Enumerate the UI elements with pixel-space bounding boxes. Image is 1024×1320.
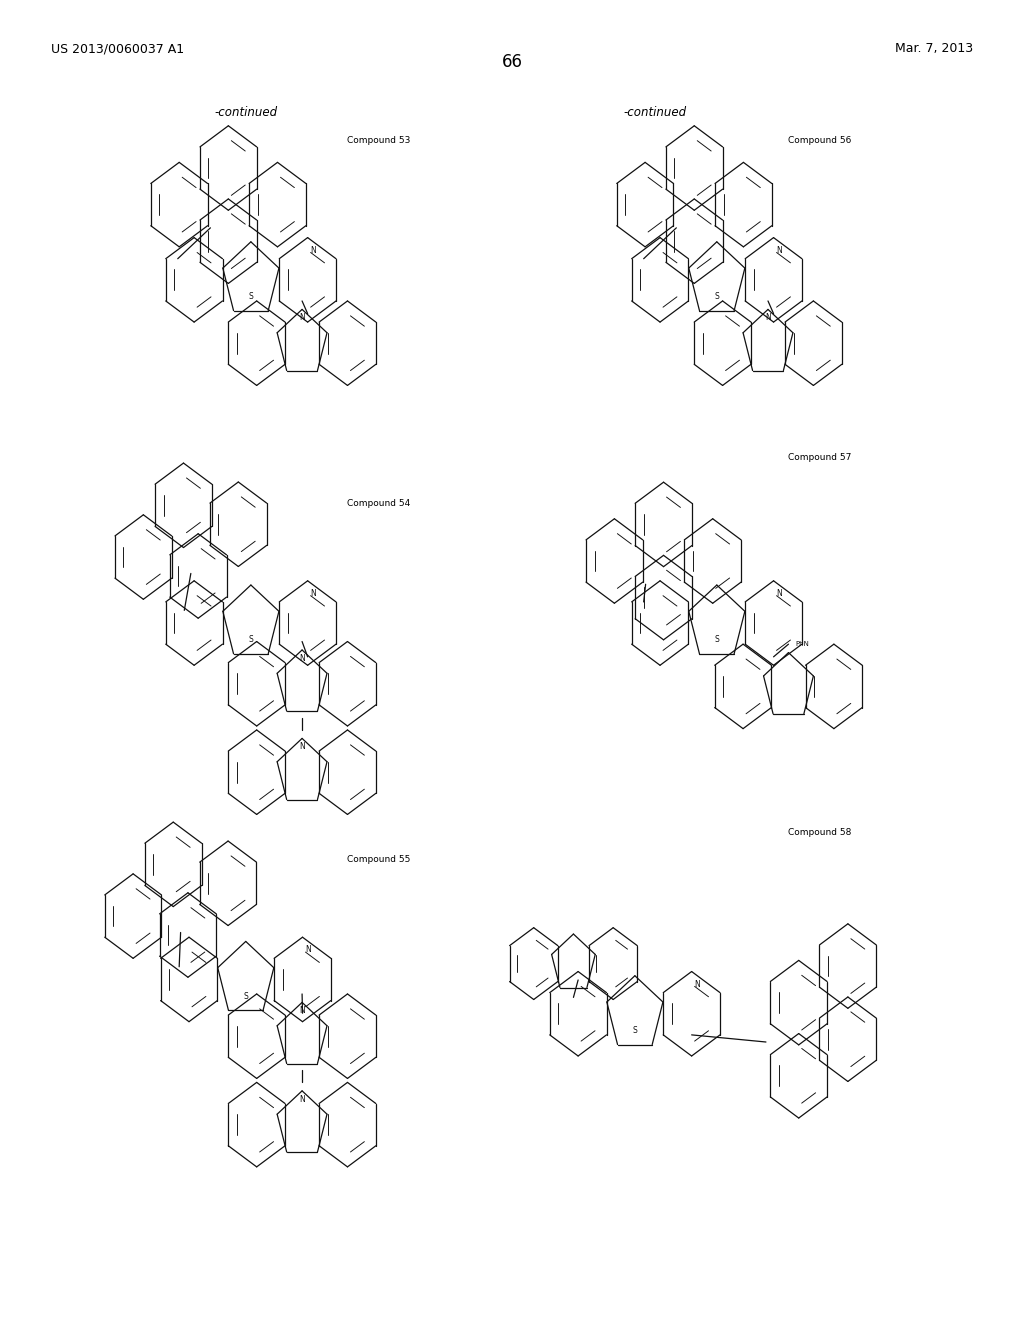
Text: S: S (715, 292, 719, 301)
Text: PhN: PhN (795, 642, 809, 647)
Text: 66: 66 (502, 53, 522, 71)
Text: US 2013/0060037 A1: US 2013/0060037 A1 (51, 42, 184, 55)
Text: N: N (310, 589, 316, 598)
Text: -continued: -continued (214, 106, 278, 119)
Text: N: N (310, 246, 316, 255)
Text: N: N (765, 313, 771, 322)
Text: N: N (299, 742, 305, 751)
Text: S: S (249, 292, 253, 301)
Text: N: N (694, 979, 700, 989)
Text: N: N (776, 246, 782, 255)
Text: Mar. 7, 2013: Mar. 7, 2013 (895, 42, 973, 55)
Text: S: S (715, 635, 719, 644)
Text: N: N (776, 589, 782, 598)
Text: Compound 58: Compound 58 (787, 828, 851, 837)
Text: Compound 53: Compound 53 (347, 136, 411, 145)
Text: N: N (299, 1094, 305, 1104)
Text: N: N (299, 653, 305, 663)
Text: S: S (249, 635, 253, 644)
Text: Compound 54: Compound 54 (347, 499, 411, 508)
Text: N: N (305, 945, 311, 954)
Text: S: S (633, 1026, 637, 1035)
Text: Compound 57: Compound 57 (787, 453, 851, 462)
Text: S: S (244, 991, 248, 1001)
Text: N: N (299, 313, 305, 322)
Text: -continued: -continued (624, 106, 687, 119)
Text: N: N (299, 1006, 305, 1015)
Text: Compound 56: Compound 56 (787, 136, 851, 145)
Text: Compound 55: Compound 55 (347, 855, 411, 865)
